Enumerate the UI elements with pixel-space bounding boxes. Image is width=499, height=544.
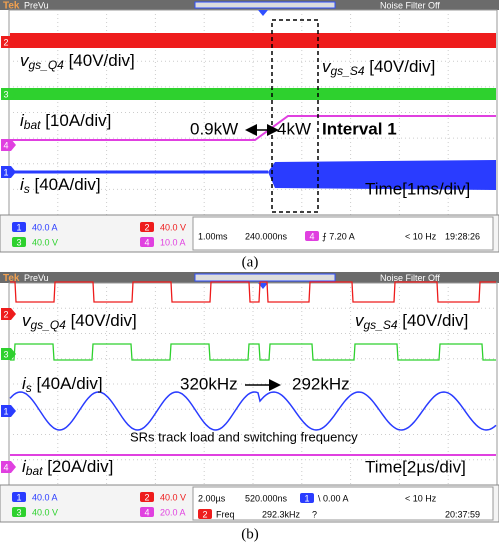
status-text: < 10 Hz xyxy=(405,231,437,241)
status-text: 292.3kHz xyxy=(262,509,301,519)
annotation: 320kHz xyxy=(180,374,238,393)
label-sub: gs_Q4 xyxy=(29,58,65,72)
channel-number: 1 xyxy=(3,406,8,416)
annotation: 292kHz xyxy=(292,374,350,393)
readout-value: 40.0 A xyxy=(32,492,58,502)
mode: PreVu xyxy=(24,0,49,10)
status-channel: 4 xyxy=(309,231,314,241)
header-scroll xyxy=(195,274,335,281)
annotation: 4kW xyxy=(277,119,311,138)
label-rest: [40V/div] xyxy=(64,51,135,70)
channel-number: 3 xyxy=(16,507,21,517)
label-rest: [40A/div] xyxy=(32,374,103,393)
channel-number: 4 xyxy=(3,140,8,150)
wave-vgs-q4 xyxy=(10,33,496,48)
status-text: Freq xyxy=(216,509,235,519)
label-sub: bat xyxy=(24,118,41,132)
channel-number: 1 xyxy=(16,492,21,502)
status-channel: 1 xyxy=(304,493,309,503)
readout-value: 40.0 V xyxy=(160,222,186,232)
channel-number: 1 xyxy=(16,222,21,232)
channel-number: 4 xyxy=(144,507,149,517)
status-text: 2.00µs xyxy=(198,493,226,503)
annotation: Interval 1 xyxy=(322,119,397,138)
status-text: 240.000ns xyxy=(245,231,288,241)
channel-number: 2 xyxy=(3,309,8,319)
status-text: 1.00ms xyxy=(198,231,228,241)
readout-value: 40.0 A xyxy=(32,222,58,232)
channel-number: 4 xyxy=(3,462,8,472)
status-text: 520.000ns xyxy=(245,493,288,503)
annotation: 0.9kW xyxy=(190,119,238,138)
readout-value: 40.0 V xyxy=(32,237,58,247)
readout-value: 40.0 V xyxy=(160,492,186,502)
label-sub: gs_S4 xyxy=(364,318,398,332)
label-rest: [40V/div] xyxy=(398,311,469,330)
trace-label: is [40A/div] xyxy=(22,374,103,395)
label-sub: bat xyxy=(26,464,43,478)
channel-number: 4 xyxy=(144,237,149,247)
status-text: ? xyxy=(312,509,317,519)
channel-number: 2 xyxy=(3,37,8,47)
label-rest: [40V/div] xyxy=(365,57,436,76)
readout-value: 10.0 A xyxy=(160,237,186,247)
caption: (b) xyxy=(241,526,259,542)
figure: TekPreVuNoise Filter Off2341vgs_Q4 [40V/… xyxy=(0,0,499,544)
annotation: Time[2µs/div] xyxy=(365,457,466,476)
status-text: ⨍ 7.20 A xyxy=(322,231,355,241)
status-channel: 2 xyxy=(202,509,207,519)
status-text: 19:28:26 xyxy=(445,231,480,241)
channel-number: 1 xyxy=(3,167,8,177)
channel-number: 3 xyxy=(3,349,8,359)
label-sub: gs_S4 xyxy=(331,64,365,78)
label-rest: [40A/div] xyxy=(30,175,101,194)
header-scroll xyxy=(195,2,335,8)
label-rest: [20A/div] xyxy=(42,457,113,476)
caption: (a) xyxy=(242,254,259,270)
wave-vgs-s4 xyxy=(10,88,496,100)
label-rest: [40V/div] xyxy=(66,311,137,330)
annotation: Time[1ms/div] xyxy=(365,179,470,198)
channel-number: 3 xyxy=(16,237,21,247)
annotation: SRs track load and switching frequency xyxy=(130,429,358,444)
status-text: \ 0.00 A xyxy=(318,493,349,503)
channel-number: 2 xyxy=(144,222,149,232)
readout-value: 40.0 V xyxy=(32,507,58,517)
readout-value: 20.0 A xyxy=(160,507,186,517)
trace-label: is [40A/div] xyxy=(20,175,101,196)
channel-number: 2 xyxy=(144,492,149,502)
label-rest: [10A/div] xyxy=(40,111,111,130)
status-text: 20:37:59 xyxy=(445,509,480,519)
filter: Noise Filter Off xyxy=(380,0,440,10)
status-text: < 10 Hz xyxy=(405,493,437,503)
channel-number: 3 xyxy=(3,89,8,99)
mode: PreVu xyxy=(24,273,49,283)
label-sub: gs_Q4 xyxy=(31,318,67,332)
